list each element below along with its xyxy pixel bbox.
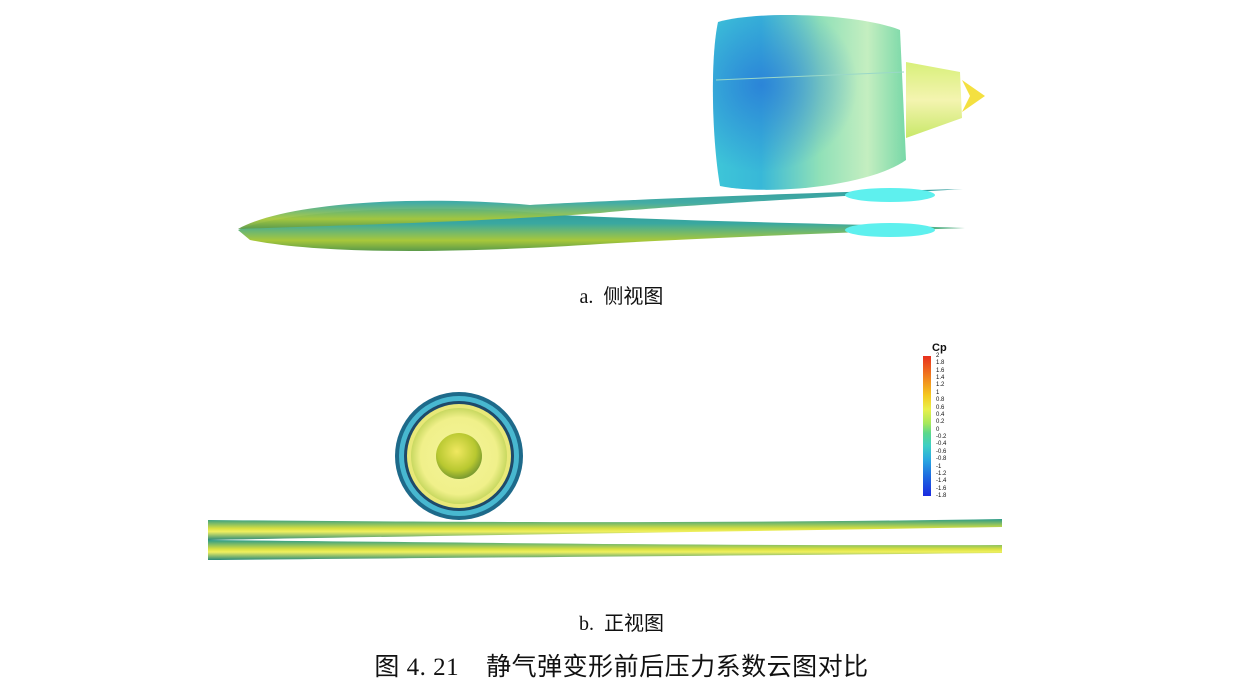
legend-tick: -0.2: [936, 434, 947, 441]
front-view: [208, 392, 1002, 560]
front-wing-lower: [208, 540, 1002, 560]
legend-tick: 1.6: [936, 367, 945, 374]
legend-tick: -0.6: [936, 448, 947, 455]
legend-tick: 1.8: [936, 360, 945, 367]
side-wingtip-lower: [845, 223, 935, 237]
front-wing-upper: [208, 519, 1002, 540]
side-view: [238, 15, 985, 251]
side-nozzle-tip: [962, 80, 985, 112]
legend-tick: 0.8: [936, 397, 945, 404]
legend-tick: -1.6: [936, 485, 947, 492]
legend-tick: 0.4: [936, 411, 945, 418]
side-engine-core: [906, 62, 962, 138]
side-wingtip-upper: [845, 188, 935, 202]
legend-tick: -1: [936, 463, 942, 470]
legend-colorbar: [923, 356, 931, 496]
legend-ticks: 2 1.8 1.6 1.4 1.2 1 0.8 0.6 0.4 0.2 0 -0.2 -0.4 -0.6-…: [936, 353, 966, 499]
legend-tick: 1: [936, 389, 940, 396]
subfigure-a-caption: a. 侧视图: [579, 286, 664, 308]
legend-tick: 0.2: [936, 419, 945, 426]
legend-tick: -0.8: [936, 456, 947, 463]
legend-tick: -1.2: [936, 470, 947, 477]
figure-title: 图 4. 21 静气弹变形前后压力系数云图对比: [374, 654, 869, 681]
legend-tick: -0.4: [936, 441, 947, 448]
side-wing-upper: [238, 189, 963, 229]
front-spinner: [436, 433, 482, 479]
legend-tick: 2: [936, 353, 940, 359]
legend-tick: 1.4: [936, 375, 945, 382]
legend-tick: -1.4: [936, 478, 947, 485]
subfigure-b-caption: b. 正视图: [579, 613, 664, 635]
legend-tick: 1.2: [936, 382, 945, 389]
legend-tick: 0: [936, 426, 940, 433]
legend-tick: 0.6: [936, 404, 945, 411]
legend-tick: -1.8: [936, 493, 947, 499]
cp-legend: Cp 2 1.8 1.6 1.4 1.2 1 0.8 0.6 0.4 0.2 0 -0.2 -0.4 -0…: [922, 342, 962, 502]
legend-title: Cp: [932, 342, 947, 354]
